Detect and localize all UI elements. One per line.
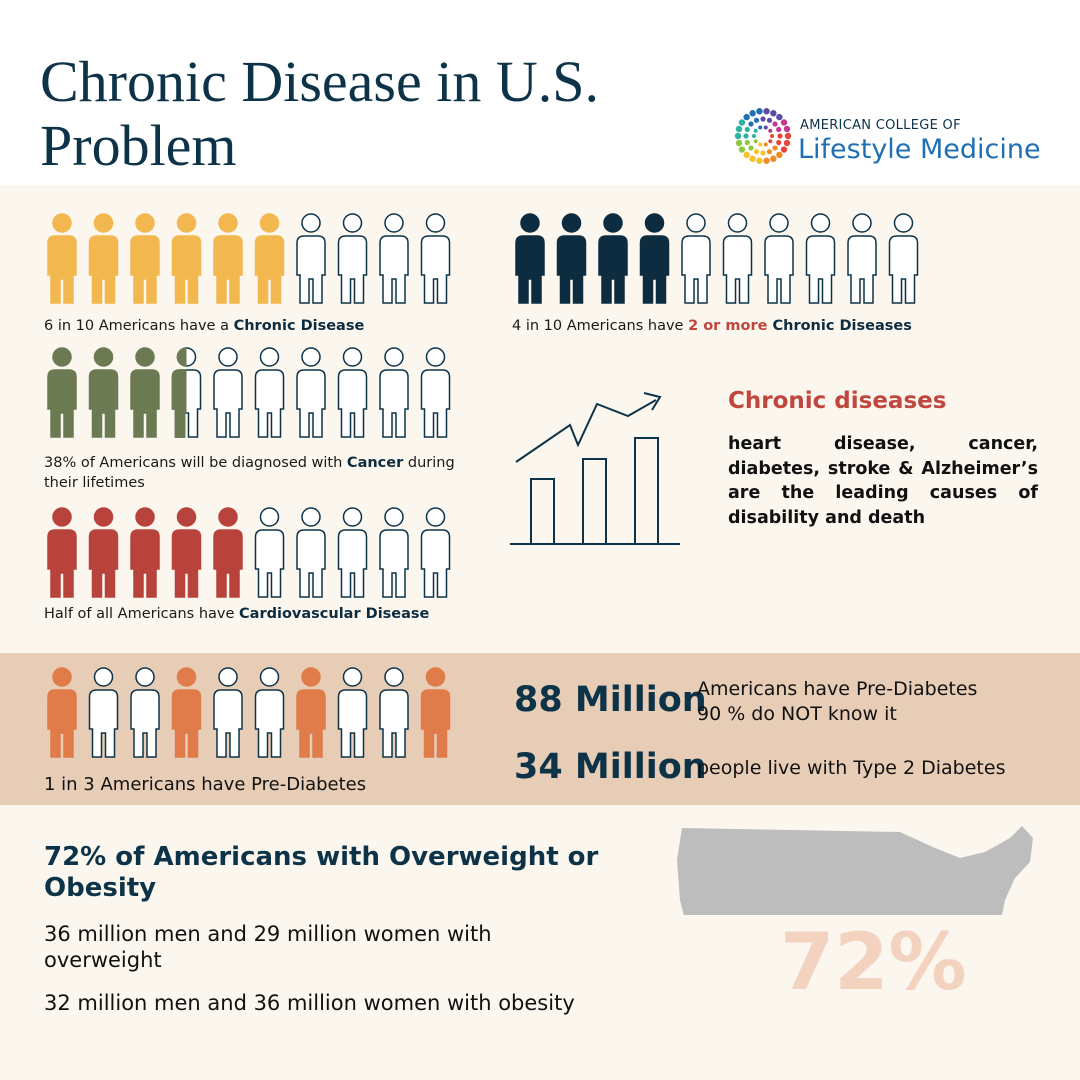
logo-dot xyxy=(772,145,778,151)
logo-dot xyxy=(756,108,763,115)
logo-dot xyxy=(760,116,766,122)
logo-dot xyxy=(780,119,788,126)
logo-dot xyxy=(752,134,756,138)
logo-dot xyxy=(753,149,760,155)
text: Americans have Pre-Diabetes xyxy=(697,678,978,700)
figure: 88 Million xyxy=(514,680,707,720)
logo-dot xyxy=(766,117,773,123)
obesity-line: 32 million men and 36 million women with… xyxy=(44,991,575,1015)
logo-dot xyxy=(768,128,773,133)
logo-dot xyxy=(783,139,791,147)
text: Chronic Disease xyxy=(233,318,365,334)
logo-dot xyxy=(768,139,773,144)
logo-dot xyxy=(744,126,750,133)
logo-mark xyxy=(734,108,792,164)
figure: 34 Million xyxy=(514,747,707,787)
logo-dot xyxy=(763,125,768,130)
logo-dot xyxy=(760,150,766,156)
text: 6 in 10 Americans have a xyxy=(44,318,234,334)
logo-dot xyxy=(776,113,783,121)
title-line: Chronic Disease in U.S. xyxy=(40,49,599,114)
logo-dot xyxy=(784,132,792,140)
logo-dot xyxy=(735,139,743,147)
obesity-heading: 72% of Americans with Overweight or Obes… xyxy=(44,842,599,903)
logo-dot xyxy=(743,133,749,139)
logo-dot xyxy=(756,157,763,164)
growth-chart-icon xyxy=(510,392,680,545)
caption: 4 in 10 Americans have 2 or more Chronic… xyxy=(512,316,912,336)
logo-dot xyxy=(753,128,758,133)
title: Chronic Disease in U.S. Problem xyxy=(40,50,599,178)
logo-dot xyxy=(776,126,782,133)
text: 2 or more xyxy=(688,318,768,334)
logo-dot xyxy=(776,151,783,159)
logo-dot xyxy=(738,146,746,153)
caption: 1 in 3 Americans have Pre-Diabetes xyxy=(44,774,367,795)
map-label: 72% xyxy=(780,918,967,1008)
fact-text: people live with Type 2 Diabetes xyxy=(697,757,1006,779)
text: 4 in 10 Americans have xyxy=(512,318,689,334)
logo-dot xyxy=(770,134,774,138)
logo-dot xyxy=(770,155,777,162)
logo-dot xyxy=(738,119,746,126)
logo-dot xyxy=(763,157,770,164)
logo-dot xyxy=(758,125,763,130)
logo-dot xyxy=(780,146,788,153)
logo-dot xyxy=(744,139,750,146)
obesity-line: 36 million men and 29 million women with… xyxy=(44,922,492,972)
logo-dot xyxy=(749,155,756,162)
text: during their lifetimes xyxy=(44,455,455,491)
logo-dot xyxy=(735,125,743,133)
chronic-heading: Chronic diseases xyxy=(728,388,947,414)
text: Half of all Americans have xyxy=(44,606,240,622)
title-line: Problem xyxy=(40,113,237,178)
logo-dot xyxy=(763,142,768,147)
logo-name: Lifestyle Medicine xyxy=(798,134,1041,165)
logo-dot xyxy=(743,151,750,159)
text: Chronic Diseases xyxy=(767,318,912,334)
fact-text: Americans have Pre-Diabetes 90 % do NOT k… xyxy=(697,677,977,727)
text: 90 % do NOT know it xyxy=(697,703,897,725)
logo-dot xyxy=(776,139,782,146)
logo-dot xyxy=(743,113,750,121)
logo-dot xyxy=(748,121,754,127)
logo-dot xyxy=(772,121,778,127)
caption: 6 in 10 Americans have a Chronic Disease xyxy=(44,316,364,336)
logo-dot xyxy=(753,117,760,123)
logo-dot xyxy=(770,110,777,117)
caption: 38% of Americans will be diagnosed with … xyxy=(44,453,464,493)
logo-dot xyxy=(753,139,758,144)
logo-dot xyxy=(763,108,770,115)
logo-dot xyxy=(734,132,742,140)
logo-dot xyxy=(748,145,754,151)
logo-dot xyxy=(783,125,791,133)
text: 38% of Americans will be diagnosed with xyxy=(44,455,347,471)
caption: Half of all Americans have Cardiovascula… xyxy=(44,604,429,624)
logo-dot xyxy=(766,149,773,155)
text: Cancer xyxy=(346,455,404,471)
logo-dot xyxy=(758,142,763,147)
chronic-text: heart disease, cancer, diabetes, stroke … xyxy=(728,434,1038,528)
logo-dot xyxy=(749,110,756,117)
logo-dot xyxy=(777,133,783,139)
us-map xyxy=(677,826,1033,1060)
logo-line: AMERICAN COLLEGE OF xyxy=(800,118,961,133)
text: Cardiovascular Disease xyxy=(239,606,430,622)
